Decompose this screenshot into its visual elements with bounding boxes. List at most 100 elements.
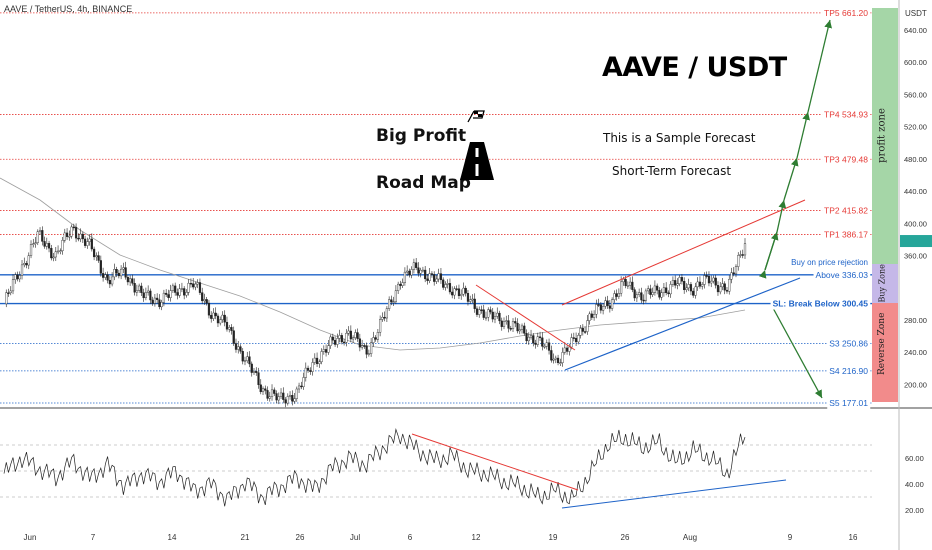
candle-body (273, 389, 276, 394)
candle-body (462, 287, 465, 295)
forecast-note-1: This is a Sample Forecast (603, 131, 756, 145)
candle-body (516, 322, 519, 332)
rsi-tick-label: 20.00 (905, 506, 924, 515)
level-label: S3 250.86 (829, 338, 868, 348)
candle-body (198, 282, 202, 293)
big-profit-label: Big Profit (376, 126, 467, 146)
candle-body (158, 299, 161, 308)
candle-body (412, 262, 416, 270)
forecast-arrow (783, 157, 799, 201)
candle-body (111, 276, 114, 285)
candle-body (640, 292, 643, 301)
reverse-zone (872, 303, 898, 402)
candle-body (480, 309, 483, 311)
candle-body (189, 282, 193, 285)
candle-body (597, 304, 600, 306)
candle-body (333, 340, 337, 345)
candle-body (151, 299, 154, 304)
candle-body (365, 345, 368, 355)
candle-body (590, 313, 593, 318)
candle-body (651, 292, 654, 295)
forecast-arrow (796, 111, 810, 159)
candle-body (331, 336, 334, 341)
candle-body (311, 362, 314, 372)
candle-body (156, 297, 159, 300)
candle-body (435, 278, 438, 282)
candle-body (701, 284, 704, 287)
candle-body (124, 267, 127, 278)
x-tick-label: Jul (350, 533, 360, 542)
candle-body (518, 329, 521, 332)
candle-body (358, 338, 361, 348)
x-tick-label: Jun (24, 533, 37, 542)
candle-body (671, 280, 675, 285)
candle-body (122, 267, 125, 270)
candle-body (52, 256, 55, 259)
candle-body (318, 361, 321, 365)
candle-body (293, 398, 296, 402)
candle-body (448, 283, 452, 293)
candle-body (140, 285, 143, 293)
candle-body (302, 377, 305, 387)
candle-body (426, 278, 429, 281)
candle-body (633, 289, 636, 299)
candle-body (370, 342, 373, 354)
candle-body (595, 304, 598, 315)
candle-body (45, 243, 48, 247)
candle-body (29, 244, 33, 256)
candle-body (349, 330, 352, 340)
reverse-zone-label: Reverse Zone (877, 312, 887, 375)
axis-unit-label: USDT (905, 9, 927, 18)
x-tick-label: Aug (683, 533, 697, 542)
candle-body (367, 353, 370, 355)
candle-body (559, 362, 562, 364)
level-label: S4 216.90 (829, 366, 868, 376)
candle-body (106, 274, 109, 281)
candle-body (120, 268, 123, 277)
candle-body (327, 345, 330, 353)
candle-body (457, 288, 461, 297)
candle-body (608, 305, 611, 309)
candle-body (439, 273, 443, 281)
candle-body (665, 287, 668, 294)
candle-body (210, 314, 213, 319)
symbol-header: AAVE / TetherUS, 4h, BINANCE (4, 4, 133, 14)
candle-body (658, 290, 661, 298)
candle-body (496, 312, 499, 317)
candle-body (547, 342, 551, 351)
candle-body (556, 357, 560, 364)
candle-body (77, 237, 80, 240)
level-label: TP1 386.17 (824, 229, 868, 239)
candle-body (453, 288, 456, 296)
candle-body (653, 285, 657, 293)
candle-body (313, 357, 316, 363)
candle-body (374, 337, 377, 340)
candle-body (635, 294, 638, 299)
candle-body (324, 349, 328, 353)
candle-body (9, 290, 12, 294)
candle-body (545, 342, 548, 347)
candle-body (592, 314, 596, 318)
candle-body (732, 272, 735, 275)
candle-body (183, 288, 186, 296)
level-label-bg (827, 364, 871, 377)
candle-body (56, 250, 60, 253)
candle-body (538, 336, 542, 339)
candle-body (626, 285, 629, 287)
candle-body (223, 314, 226, 323)
candle-body (502, 321, 506, 327)
candle-body (410, 269, 413, 276)
candle-body (719, 286, 722, 293)
candle-body (63, 232, 66, 241)
candle-body (728, 278, 731, 292)
candle-body (523, 325, 526, 334)
candle-body (721, 283, 724, 288)
candle-body (379, 319, 382, 333)
candle-body (460, 293, 463, 297)
candle-body (228, 327, 231, 330)
candle-body (734, 266, 738, 275)
candle-body (520, 325, 524, 330)
candle-body (187, 282, 190, 293)
candle-body (171, 285, 175, 291)
